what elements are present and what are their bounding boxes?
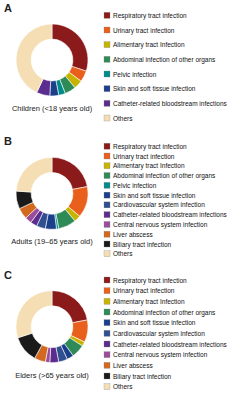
legend-swatch — [104, 320, 110, 326]
legend-swatch — [104, 42, 110, 48]
donut — [16, 24, 88, 96]
legend: Respiratory tract infection Urinary tract… — [104, 143, 228, 258]
legend-swatch — [104, 309, 110, 315]
chart-title: Adults (19–65 years old) — [11, 237, 93, 246]
chart-title: Children (<18 years old) — [12, 104, 93, 113]
legend-entry: Pelvic infection — [113, 182, 157, 189]
legend-swatch — [104, 231, 110, 237]
legend-entry: Others — [113, 383, 133, 390]
legend-swatch — [104, 373, 110, 379]
donut — [16, 157, 88, 229]
legend-entry: Skin and soft tissue infection — [113, 85, 196, 92]
legend-entry: Pelvic infection — [113, 71, 157, 78]
legend-entry: Urinary tract infection — [113, 287, 175, 295]
donut-slice — [16, 24, 52, 93]
chart-title: Elders (>65 years old) — [15, 371, 89, 380]
donut-slice — [52, 24, 88, 71]
donut — [16, 291, 88, 363]
legend-swatch — [104, 12, 110, 18]
legend-entry: Others — [113, 250, 133, 257]
panel-label: C — [4, 269, 12, 281]
legend-swatch — [104, 192, 110, 198]
legend-entry: Biliary tract infection — [113, 241, 172, 249]
legend-swatch — [104, 298, 110, 304]
legend-swatch — [104, 251, 110, 257]
panel-label: A — [4, 2, 12, 14]
legend-entry: Respiratory tract infection — [113, 12, 187, 20]
legend-entry: Urinary tract infection — [113, 153, 175, 161]
legend-entry: Central nervous system infection — [113, 221, 208, 229]
legend-swatch — [104, 330, 110, 336]
legend-entry: Abdominal infection of other organs — [113, 309, 216, 317]
legend-entry: Catheter-related bloodstream infections — [113, 211, 228, 218]
legend-swatch — [104, 173, 110, 179]
legend-swatch — [104, 202, 110, 208]
donut-slice — [50, 347, 59, 362]
legend-entry: Respiratory tract infection — [113, 143, 187, 151]
legend-swatch — [104, 341, 110, 347]
legend-entry: Abdominal infection of other organs — [113, 172, 216, 180]
donut-slice — [16, 191, 33, 209]
legend-entry: Alimentary tract Infection — [113, 162, 185, 170]
legend: Respiratory tract infection Urinary tract… — [104, 12, 228, 122]
figure: A Children (<18 years old) Respiratory tra… — [0, 0, 245, 400]
legend-entry: Liver abscess — [113, 362, 153, 369]
legend-swatch — [104, 163, 110, 169]
legend-swatch — [104, 212, 110, 218]
legend-entry: Catheter-related bloodstream infections — [113, 341, 228, 348]
legend-swatch — [104, 115, 110, 121]
legend-swatch — [104, 153, 110, 159]
legend-entry: Alimentary tract Infection — [113, 298, 185, 306]
legend-entry: Alimentary tract Infection — [113, 41, 185, 49]
donut-slice — [52, 157, 87, 189]
legend-swatch — [104, 221, 110, 227]
legend-entry: Cardiovascular system infection — [113, 330, 205, 338]
legend-entry: Abdominal infection of other organs — [113, 56, 216, 64]
legend-swatch — [104, 71, 110, 77]
legend-entry: Cardiovascular system infection — [113, 201, 205, 209]
donut-slice — [52, 291, 87, 323]
legend-entry: Skin and soft tissue infection — [113, 192, 196, 199]
donut-slice — [56, 209, 75, 228]
legend-swatch — [104, 277, 110, 283]
legend-swatch — [104, 56, 110, 62]
legend-swatch — [104, 352, 110, 358]
legend-swatch — [104, 143, 110, 149]
donut-slice — [50, 81, 59, 96]
legend-entry: Respiratory tract infection — [113, 277, 187, 285]
legend-entry: Catheter-related bloodstream infections — [113, 100, 228, 107]
legend-swatch — [104, 100, 110, 106]
legend-entry: Liver abscess — [113, 231, 153, 238]
chart-panel: B Adults (19–65 years old) Respiratory tra… — [4, 135, 228, 257]
donut-slice — [16, 291, 52, 338]
legend-entry: Skin and soft tissue infection — [113, 319, 196, 326]
panel-label: B — [4, 135, 12, 147]
chart-panel: A Children (<18 years old) Respiratory tra… — [4, 2, 228, 122]
donut-slice — [16, 157, 52, 192]
legend-entry: Biliary tract infection — [113, 373, 172, 381]
legend: Respiratory tract infection Urinary tract… — [104, 277, 228, 391]
legend-swatch — [104, 384, 110, 390]
legend-entry: Central nervous system infection — [113, 351, 208, 359]
legend-swatch — [104, 288, 110, 294]
legend-entry: Others — [113, 115, 133, 122]
legend-swatch — [104, 182, 110, 188]
chart-panel: C Elders (>65 years old) Respiratory tract… — [4, 269, 228, 391]
legend-entry: Urinary tract infection — [113, 27, 175, 35]
legend-swatch — [104, 241, 110, 247]
legend-swatch — [104, 86, 110, 92]
legend-swatch — [104, 27, 110, 33]
legend-swatch — [104, 362, 110, 368]
